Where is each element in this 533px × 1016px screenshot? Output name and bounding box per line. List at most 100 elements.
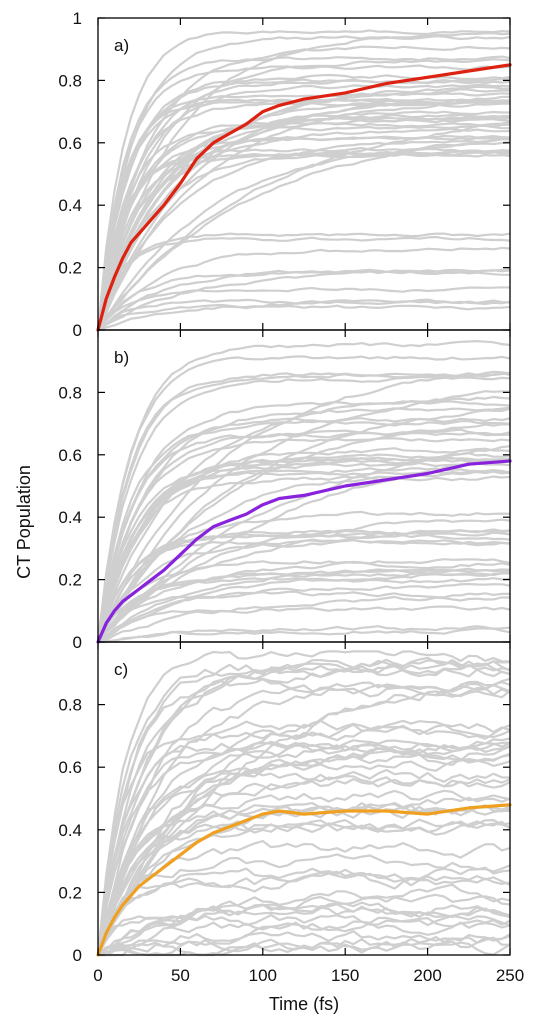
background-trajectory (96, 475, 511, 643)
background-trajectory (97, 903, 511, 956)
background-trajectory (96, 73, 511, 331)
y-tick-label: 0.6 (58, 446, 82, 465)
x-tick-label: 50 (171, 966, 190, 985)
background-trajectory (96, 45, 511, 331)
background-trajectory (96, 656, 511, 956)
background-trajectory (96, 853, 511, 956)
background-trajectory (97, 303, 511, 331)
x-tick-label: 250 (496, 966, 524, 985)
mean-ct-line (96, 63, 512, 332)
panel-label: a) (114, 36, 129, 55)
background-trajectory (96, 470, 511, 643)
y-axis-title: CT Population (14, 465, 34, 579)
background-trajectory (96, 375, 511, 643)
background-trajectory (97, 99, 511, 331)
background-trajectory (97, 625, 511, 644)
background-trajectory (96, 78, 511, 331)
x-axis-title: Time (fs) (269, 994, 339, 1014)
background-trajectory (96, 146, 511, 331)
background-trajectory (96, 35, 511, 331)
background-trajectory (96, 55, 511, 331)
y-tick-label: 0.2 (58, 571, 82, 590)
background-trajectory (96, 767, 511, 956)
background-trajectory (96, 677, 511, 956)
background-trajectory (96, 150, 511, 331)
mean-ct-line (96, 459, 512, 644)
background-trajectory (97, 558, 511, 643)
background-trajectory (97, 605, 511, 643)
background-trajectory (97, 407, 511, 643)
x-tick-label: 100 (249, 966, 277, 985)
background-trajectory (96, 662, 511, 956)
background-trajectory (96, 355, 511, 643)
background-trajectory (96, 400, 511, 643)
background-trajectory (96, 419, 511, 643)
background-trajectory (96, 340, 511, 643)
background-trajectory (98, 921, 511, 957)
y-tick-label: 0 (73, 946, 82, 965)
background-trajectory (96, 723, 511, 956)
background-trajectory (97, 268, 511, 331)
background-trajectory (97, 582, 511, 643)
y-tick-label: 0.2 (58, 259, 82, 278)
y-tick-label: 1 (73, 9, 82, 28)
background-trajectory (96, 529, 511, 643)
panels-group: 0 0.2 0.4 0.6 0.8 1 a) 0 0.2 0.4 0.6 0.8 b) 0 0.2 0.4 0.… (58, 9, 524, 985)
background-trajectory (96, 437, 511, 643)
x-tick-label: 150 (331, 966, 359, 985)
y-tick-label: 0.2 (58, 883, 82, 902)
background-trajectory (96, 757, 511, 956)
background-trajectory (96, 539, 511, 643)
background-trajectory (97, 298, 511, 331)
background-trajectory (96, 683, 511, 956)
background-trajectory (96, 664, 511, 956)
panel-frame (97, 641, 511, 956)
background-trajectory (96, 428, 511, 643)
background-trajectory (96, 456, 511, 643)
background-trajectory (96, 372, 511, 643)
background-trajectory (97, 796, 511, 956)
background-trajectory (96, 789, 511, 956)
background-trajectory (96, 818, 511, 956)
background-trajectory (97, 572, 511, 643)
background-trajectory (96, 97, 511, 331)
background-trajectory (97, 121, 511, 331)
x-tick-label: 0 (93, 966, 102, 985)
background-trajectory (96, 753, 511, 956)
panel-label: c) (114, 660, 128, 679)
y-tick-label: 0.8 (58, 383, 82, 402)
background-trajectory (96, 138, 511, 331)
background-trajectory (98, 930, 511, 957)
background-trajectory (96, 64, 511, 331)
y-tick-label: 0 (73, 633, 82, 652)
y-tick-label: 0 (73, 321, 82, 340)
background-trajectory (97, 590, 510, 643)
background-trajectory (96, 650, 511, 956)
background-trajectory (96, 136, 511, 331)
background-trajectory (96, 659, 511, 956)
y-tick-label: 0.4 (58, 196, 82, 215)
y-tick-label: 0.8 (58, 696, 82, 715)
background-trajectory (96, 461, 511, 643)
background-trajectory (97, 560, 511, 643)
background-trajectory (96, 58, 511, 331)
background-trajectory (96, 819, 511, 956)
background-trajectory (96, 92, 511, 331)
background-trajectory (97, 917, 511, 957)
background-trajectory (96, 232, 511, 331)
background-trajectory (96, 78, 511, 331)
background-trajectory (96, 872, 511, 956)
background-trajectory (97, 893, 511, 956)
background-trajectory (97, 458, 511, 643)
background-trajectory (96, 29, 511, 331)
background-trajectory (97, 567, 511, 643)
y-tick-label: 0.6 (58, 134, 82, 153)
panel-label: b) (114, 348, 129, 367)
x-tick-label: 200 (413, 966, 441, 985)
background-trajectory (96, 235, 511, 331)
background-trajectory (96, 431, 511, 643)
background-trajectory (97, 883, 511, 957)
panel-frame (97, 17, 511, 331)
y-tick-label: 0.4 (58, 508, 82, 527)
